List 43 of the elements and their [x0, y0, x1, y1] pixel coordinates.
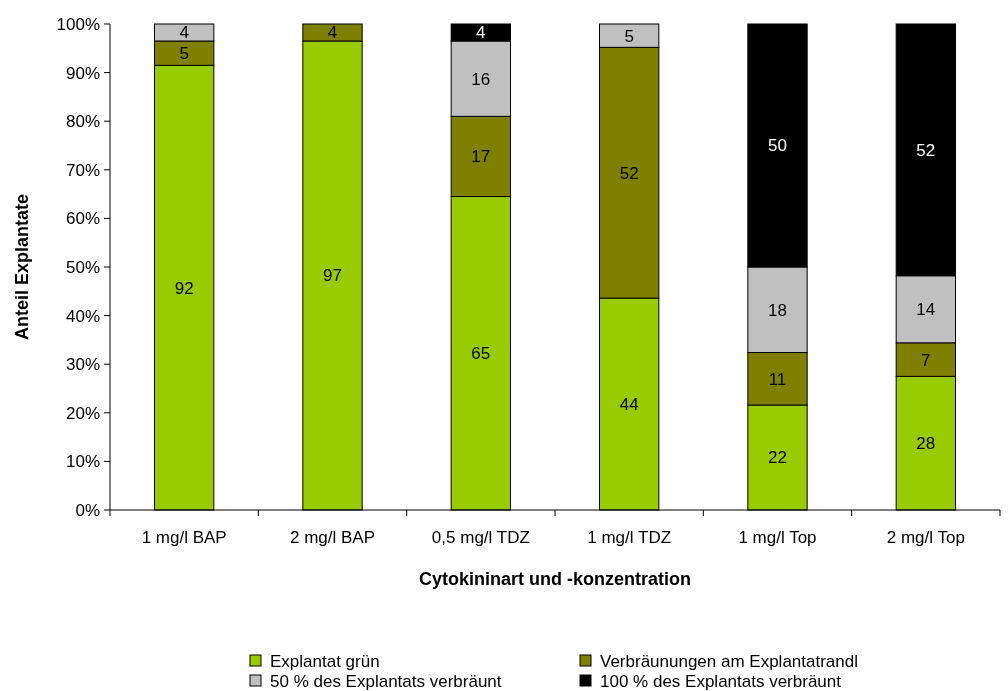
y-tick-label: 70% — [65, 160, 100, 180]
y-tick-label: 60% — [65, 209, 100, 229]
legend-label: Verbräunungen am Explantatrandl — [600, 651, 859, 671]
y-tick-label: 90% — [65, 63, 100, 83]
data-label: 97 — [323, 266, 342, 286]
x-tick-label: 2 mg/l Top — [886, 528, 965, 547]
x-tick-label: 2 mg/l BAP — [289, 528, 376, 547]
y-tick-label: 100% — [56, 14, 100, 34]
y-tick-label: 40% — [65, 306, 100, 326]
x-tick-label: 0,5 mg/l TDZ — [431, 528, 530, 547]
data-label: 4 — [327, 23, 338, 43]
data-label: 4 — [179, 23, 189, 43]
data-label: 14 — [916, 300, 936, 320]
y-tick-label: 50% — [65, 257, 100, 277]
y-tick-label: 30% — [65, 355, 100, 375]
data-label: 28 — [916, 434, 936, 454]
y-tick-label: 20% — [65, 403, 100, 423]
data-label: 5 — [624, 26, 634, 46]
data-label: 5 — [179, 44, 189, 64]
x-tick-label: 1 mg/l Top — [738, 528, 817, 547]
data-label: 18 — [768, 300, 787, 320]
y-tick-label: 10% — [65, 452, 100, 472]
data-label: 22 — [768, 448, 787, 468]
y-tick-label: 0% — [75, 500, 100, 520]
data-label: 16 — [471, 69, 491, 89]
legend-label: 100 % des Explantats verbräunt — [600, 671, 842, 691]
y-axis-title: Anteil Explantate — [12, 193, 32, 341]
data-label: 17 — [471, 147, 491, 167]
data-label: 65 — [471, 344, 491, 364]
x-axis-title: Cytokininart und -konzentration — [419, 569, 691, 589]
data-label: 11 — [768, 369, 787, 389]
data-label: 7 — [921, 350, 931, 370]
legend-label: Explantat grün — [270, 651, 380, 671]
data-label: 44 — [619, 395, 639, 414]
data-label: 50 — [768, 136, 787, 156]
data-label: 92 — [174, 278, 194, 298]
data-label: 52 — [619, 163, 639, 183]
data-label: 52 — [916, 140, 936, 160]
x-tick-label: 1 mg/l TDZ — [587, 528, 672, 547]
legend-label: 50 % des Explantats verbräunt — [270, 671, 502, 691]
x-tick-label: 1 mg/l BAP — [141, 528, 227, 547]
y-tick-label: 80% — [65, 112, 100, 132]
data-label: 4 — [476, 23, 486, 43]
